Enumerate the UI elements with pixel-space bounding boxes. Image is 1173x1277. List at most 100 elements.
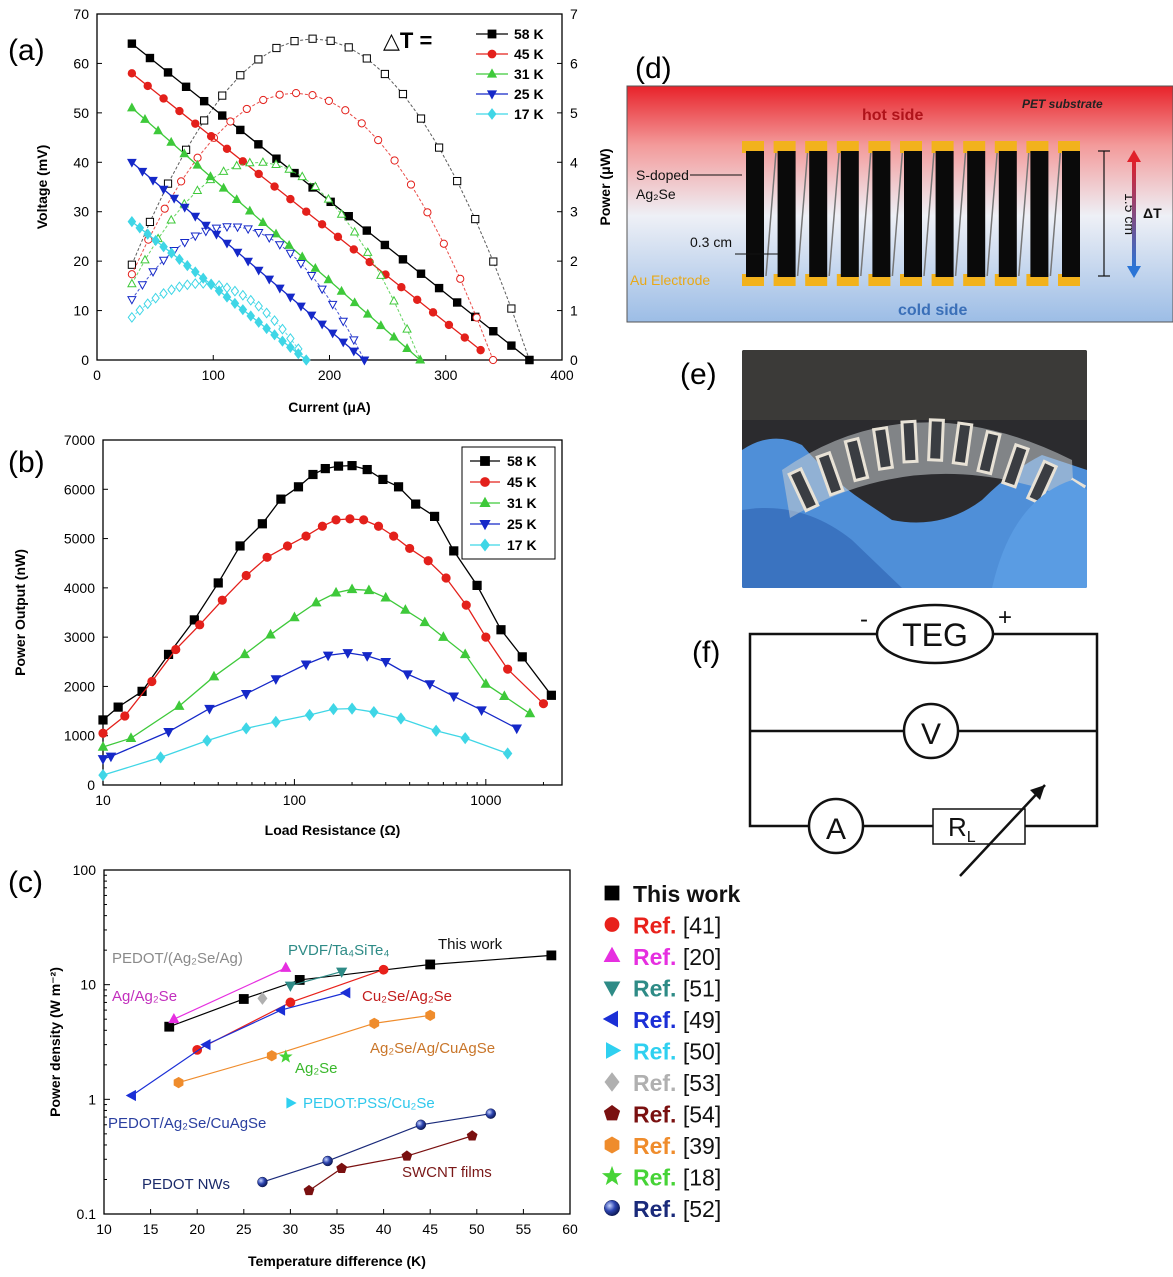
photo-leg (1000, 442, 1031, 489)
chart-c-line-8 (178, 1014, 431, 1084)
device-electrode-top (931, 141, 954, 153)
chart-a-power-point (226, 117, 235, 126)
chart-a-voltage-point (294, 348, 303, 360)
chart-a-voltage-point (181, 82, 191, 91)
chart-b-point (173, 700, 185, 710)
chart-a-voltage-point (179, 148, 190, 158)
load-variable-arrow (959, 784, 1046, 877)
chart-b-point (320, 463, 330, 474)
legend-c-label: Ref. [54] (633, 1102, 721, 1128)
chart-b-legend-marker (479, 520, 491, 531)
device-electrode-top (994, 141, 1017, 153)
chart-c-point (336, 1162, 348, 1173)
chart-b-point (524, 707, 536, 718)
chart-b-point (460, 732, 470, 745)
chart-a-xtick-label: 300 (434, 367, 458, 383)
chart-b-point (163, 728, 174, 738)
chart-b-ytick-label: 0 (87, 777, 95, 793)
chart-a-power-point (218, 91, 227, 100)
chart-a-ytick-label: 30 (73, 204, 89, 220)
chart-a-power-point (380, 69, 389, 79)
chart-a-voltage-point (211, 230, 222, 240)
load-resistor (932, 808, 1026, 845)
device-leg (1062, 151, 1080, 277)
legend-c-ref: Ref. (633, 1133, 683, 1159)
s-doped-label: S-doped (636, 167, 689, 183)
label-pvdf: PVDF/Ta₄SiTe₄ (288, 942, 389, 959)
width-label: 0.3 cm (690, 234, 732, 250)
chart-a-power-point (453, 176, 462, 186)
chart-a-voltage-point (238, 157, 248, 166)
legend-c-ref-number: [49] (683, 1007, 721, 1033)
chart-b-point (362, 464, 372, 475)
chart-a-y2tick-label: 4 (570, 154, 578, 170)
chart-b-xtick-label: 100 (283, 792, 307, 808)
chart-b-point (430, 511, 440, 521)
chart-b-point (147, 676, 157, 687)
chart-a-power-point (159, 288, 168, 300)
chart-c-xtick-label: 50 (469, 1221, 485, 1237)
chart-c-point (401, 1150, 413, 1161)
chart-a-power-point (488, 355, 498, 365)
chart-a-ytick-label: 40 (73, 154, 89, 170)
legend-c-ref: Ref. (633, 944, 683, 970)
legend-c-ref: Ref. (633, 1007, 683, 1033)
chart-c-point (274, 1004, 286, 1016)
chart-b-point (496, 625, 506, 635)
chart-b-point (204, 704, 215, 715)
device-interconnect (828, 151, 840, 277)
chart-a-voltage-point (476, 345, 485, 355)
chart-a-voltage-point (200, 221, 211, 231)
device-leg (872, 151, 891, 277)
chart-a-voltage-point (214, 285, 224, 297)
photo-leg (927, 418, 945, 462)
label-cu2se: Cu₂Se/Ag₂Se (362, 988, 452, 1005)
device-electrode-top (868, 141, 891, 153)
chart-b-point (411, 499, 421, 509)
chart-c-point (294, 975, 305, 985)
chart-b-point (380, 591, 392, 602)
chart-b-point (293, 482, 304, 492)
chart-c-point (125, 1089, 136, 1102)
cold-side-label: cold side (898, 302, 967, 319)
chart-a-power-point (238, 289, 248, 301)
chart-b-ytick-label: 2000 (64, 678, 95, 694)
chart-b-point (361, 652, 373, 662)
voltmeter-symbol (902, 702, 960, 760)
chart-b-point (423, 556, 433, 566)
legend-c-marker (602, 1010, 618, 1028)
chart-a-power-point (507, 304, 516, 313)
photo-leg (815, 450, 845, 497)
chart-a-voltage-point (327, 329, 338, 339)
legend-c-label: Ref. [18] (633, 1165, 721, 1191)
legend-c-marker (603, 981, 621, 997)
chart-a-voltage-point (402, 343, 412, 352)
chart-a-voltage-point (297, 251, 308, 261)
chart-c-point (285, 997, 296, 1008)
chart-c-point (286, 1097, 297, 1109)
chart-c-ytick-label: 100 (73, 862, 97, 878)
chart-b-point (301, 531, 311, 541)
chart-a-voltage-point (151, 234, 160, 247)
chart-a-voltage-point (397, 283, 406, 292)
chart-b-point (538, 699, 549, 709)
chart-b-point (331, 515, 341, 525)
chart-a-voltage-point (389, 331, 399, 341)
chart-b-point (240, 690, 252, 700)
thumb (992, 480, 1087, 588)
chart-a-voltage-point (317, 220, 327, 229)
chart-a-power-point (327, 300, 338, 310)
circuit-diagram (748, 603, 1099, 877)
chart-c-point (284, 981, 297, 992)
chart-a-power-point (145, 217, 155, 227)
chart-a-voltage-point (169, 194, 180, 204)
chart-b-point (270, 675, 282, 685)
chart-a-y2tick-label: 5 (570, 105, 578, 121)
chart-a-power-point (127, 260, 136, 269)
chart-a-power-point (310, 181, 321, 191)
chart-a-voltage-point (286, 341, 295, 354)
chart-c-ylabel: Power density (W m⁻²) (47, 967, 63, 1117)
label-ag2se: Ag₂Se (295, 1060, 338, 1077)
device-leg (967, 151, 986, 277)
chart-a-power-point (323, 193, 334, 203)
